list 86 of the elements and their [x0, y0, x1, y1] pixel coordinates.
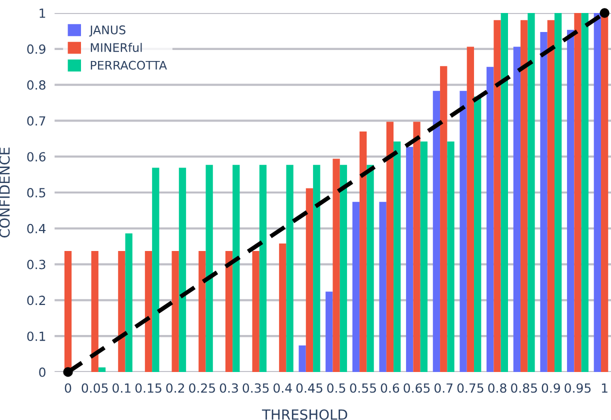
- bar: [500, 13, 508, 372]
- y-tick-label: 0.7: [27, 116, 46, 126]
- bar: [360, 131, 367, 372]
- x-tick-label: 0.85: [511, 383, 537, 393]
- bar: [172, 251, 179, 372]
- x-tick-label: 0: [64, 383, 72, 393]
- bar: [474, 96, 482, 372]
- x-tick-label: 0.3: [220, 383, 238, 393]
- x-tick-label: 0.65: [404, 383, 430, 393]
- x-tick-label: 0.55: [350, 383, 376, 393]
- y-tick-label: 1: [40, 8, 46, 18]
- x-tick-label: 0.1: [112, 383, 130, 393]
- bar: [460, 90, 467, 372]
- bar: [306, 188, 314, 372]
- y-tick-label: 0.4: [27, 224, 46, 234]
- bar: [313, 164, 320, 372]
- bar: [594, 13, 602, 372]
- legend-label: MINERful: [90, 42, 142, 52]
- bar: [279, 243, 286, 372]
- bar: [513, 46, 521, 372]
- bar: [252, 251, 260, 372]
- x-tick-label: 0.45: [296, 383, 322, 393]
- bar: [352, 202, 360, 372]
- x-tick-label: 0.05: [82, 383, 108, 393]
- bar: [232, 164, 240, 372]
- bar: [520, 20, 528, 372]
- bar: [206, 164, 213, 372]
- bar: [554, 13, 562, 372]
- bar: [178, 168, 186, 372]
- bar: [494, 20, 501, 372]
- y-tick-label: 0.8: [27, 80, 46, 90]
- y-tick-label: 0.2: [27, 296, 46, 306]
- x-tick-label: 0.6: [380, 383, 400, 393]
- bar: [540, 32, 548, 372]
- bar: [394, 142, 401, 372]
- x-tick-label: 0.7: [434, 383, 452, 393]
- bar: [420, 142, 428, 372]
- x-tick-label: 0.9: [542, 383, 560, 393]
- x-tick-label: 0.8: [488, 383, 506, 393]
- bar: [547, 20, 555, 372]
- bar: [98, 367, 106, 372]
- y-tick-label: 0.3: [27, 260, 46, 270]
- bar: [326, 292, 333, 372]
- bar: [144, 251, 152, 372]
- bar: [466, 46, 474, 372]
- y-tick-label: 0.1: [27, 332, 46, 342]
- bar: [447, 142, 454, 372]
- x-tick-label: 0.15: [135, 383, 162, 393]
- bar: [125, 233, 132, 372]
- legend-label: JANUS: [89, 25, 126, 37]
- bar: [440, 66, 448, 372]
- bar: [298, 345, 306, 372]
- bar: [91, 251, 98, 372]
- bar: [198, 251, 206, 372]
- bar: [386, 122, 394, 372]
- bar: [406, 146, 414, 372]
- x-tick-label: 0.95: [564, 383, 591, 393]
- bar: [118, 251, 126, 372]
- y-tick-label: 0: [39, 367, 46, 377]
- bar: [581, 13, 588, 372]
- x-tick-label: 0.75: [457, 383, 484, 393]
- x-tick-label: 0.25: [189, 383, 215, 393]
- x-tick-label: 0.5: [327, 383, 346, 393]
- bar: [567, 30, 574, 372]
- bar: [225, 251, 233, 372]
- y-tick-label: 0.5: [27, 188, 46, 198]
- y-tick-label: 0.6: [27, 152, 46, 162]
- bar: [332, 158, 340, 372]
- bar: [574, 13, 582, 372]
- x-axis-title: THRESHOLD: [262, 409, 348, 420]
- bar: [413, 122, 420, 372]
- bar: [432, 90, 440, 372]
- bar: [259, 164, 267, 372]
- x-tick-label: 0.35: [242, 383, 269, 393]
- bar: [286, 164, 294, 372]
- legend-label: PERRACOTTA: [90, 60, 167, 70]
- bar: [340, 164, 348, 372]
- bar: [528, 13, 535, 372]
- bar: [366, 164, 374, 372]
- x-tick-label: 1: [602, 383, 608, 393]
- bar: [486, 66, 494, 372]
- x-tick-label: 0.4: [274, 383, 292, 393]
- bar: [152, 168, 160, 372]
- y-tick-label: 0.9: [27, 44, 46, 54]
- x-tick-label: 0.2: [166, 383, 184, 393]
- bar: [379, 202, 386, 372]
